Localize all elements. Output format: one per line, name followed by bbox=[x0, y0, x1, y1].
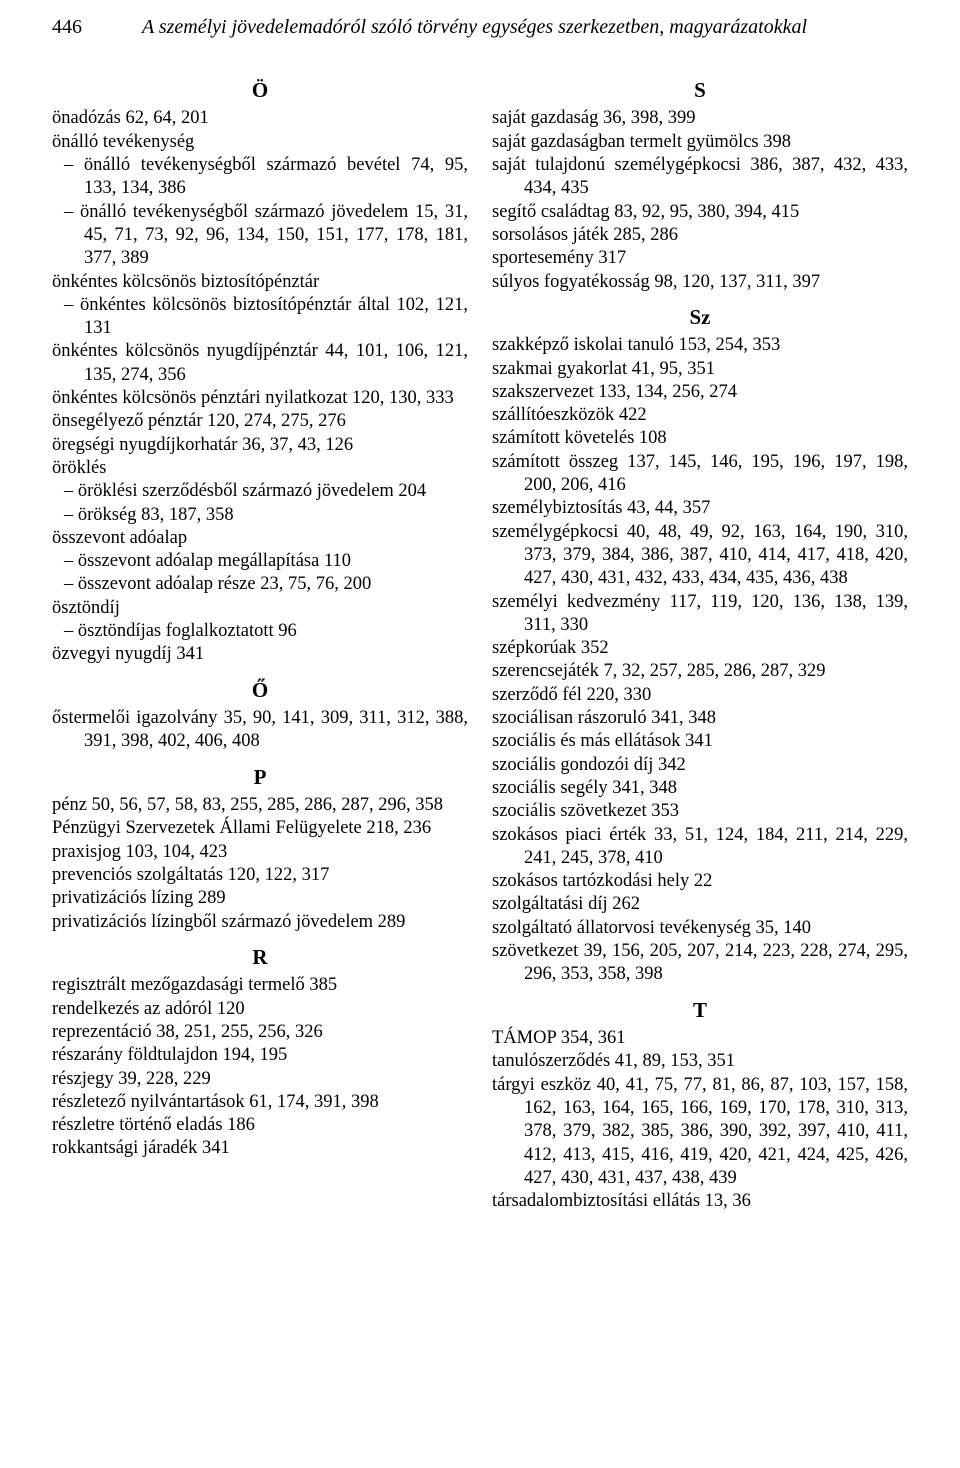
index-entry: személybiztosítás 43, 44, 357 bbox=[492, 497, 908, 520]
index-entry: önkéntes kölcsönös biztosítópénztár bbox=[52, 271, 468, 294]
index-entry: saját gazdaság 36, 398, 399 bbox=[492, 107, 908, 130]
index-entry: saját gazdaságban termelt gyümölcs 398 bbox=[492, 131, 908, 154]
index-entry: öröklés bbox=[52, 457, 468, 480]
index-entry: szokásos tartózkodási hely 22 bbox=[492, 870, 908, 893]
index-entry: szerződő fél 220, 330 bbox=[492, 684, 908, 707]
index-entry: segítő családtag 83, 92, 95, 380, 394, 4… bbox=[492, 201, 908, 224]
index-subentry: – összevont adóalap megállapítása 110 bbox=[52, 550, 468, 573]
index-entry: szociálisan rászoruló 341, 348 bbox=[492, 707, 908, 730]
index-entry: szakképző iskolai tanuló 153, 254, 353 bbox=[492, 334, 908, 357]
index-entry: szociális segély 341, 348 bbox=[492, 777, 908, 800]
index-letter: Ö bbox=[52, 77, 468, 103]
right-column: Ssaját gazdaság 36, 398, 399saját gazdas… bbox=[492, 67, 908, 1213]
index-entry: TÁMOP 354, 361 bbox=[492, 1027, 908, 1050]
index-entry: részjegy 39, 228, 229 bbox=[52, 1068, 468, 1091]
index-entry: szociális szövetkezet 353 bbox=[492, 800, 908, 823]
page: 446 A személyi jövedelemadóról szóló tör… bbox=[0, 0, 960, 1213]
index-entry: rokkantsági járadék 341 bbox=[52, 1137, 468, 1160]
index-entry: prevenciós szolgáltatás 120, 122, 317 bbox=[52, 864, 468, 887]
index-entry: özvegyi nyugdíj 341 bbox=[52, 643, 468, 666]
index-entry: szövetkezet 39, 156, 205, 207, 214, 223,… bbox=[492, 940, 908, 987]
header-row: 446 A személyi jövedelemadóról szóló tör… bbox=[52, 16, 908, 39]
index-entry: pénz 50, 56, 57, 58, 83, 255, 285, 286, … bbox=[52, 794, 468, 817]
index-entry: szolgáltatási díj 262 bbox=[492, 893, 908, 916]
index-entry: összevont adóalap bbox=[52, 527, 468, 550]
index-entry: szakmai gyakorlat 41, 95, 351 bbox=[492, 358, 908, 381]
index-entry: részletre történő eladás 186 bbox=[52, 1114, 468, 1137]
index-entry: privatizációs lízing 289 bbox=[52, 887, 468, 910]
index-entry: társadalombiztosítási ellátás 13, 36 bbox=[492, 1190, 908, 1213]
index-entry: szakszervezet 133, 134, 256, 274 bbox=[492, 381, 908, 404]
index-entry: szokásos piaci érték 33, 51, 124, 184, 2… bbox=[492, 824, 908, 871]
index-entry: számított követelés 108 bbox=[492, 427, 908, 450]
index-entry: önkéntes kölcsönös nyugdíjpénztár 44, 10… bbox=[52, 340, 468, 387]
index-entry: személygépkocsi 40, 48, 49, 92, 163, 164… bbox=[492, 521, 908, 591]
columns: Öönadózás 62, 64, 201önálló tevékenység–… bbox=[52, 67, 908, 1213]
index-entry: szociális gondozói díj 342 bbox=[492, 754, 908, 777]
index-entry: személyi kedvezmény 117, 119, 120, 136, … bbox=[492, 591, 908, 638]
index-entry: Pénzügyi Szervezetek Állami Felügyelete … bbox=[52, 817, 468, 840]
index-entry: önálló tevékenység bbox=[52, 131, 468, 154]
index-entry: szépkorúak 352 bbox=[492, 637, 908, 660]
index-entry: szerencsejáték 7, 32, 257, 285, 286, 287… bbox=[492, 660, 908, 683]
index-entry: súlyos fogyatékosság 98, 120, 137, 311, … bbox=[492, 271, 908, 294]
index-entry: szociális és más ellátások 341 bbox=[492, 730, 908, 753]
index-entry: önsegélyező pénztár 120, 274, 275, 276 bbox=[52, 410, 468, 433]
index-entry: részletező nyilvántartások 61, 174, 391,… bbox=[52, 1091, 468, 1114]
index-letter: S bbox=[492, 77, 908, 103]
index-entry: praxisjog 103, 104, 423 bbox=[52, 841, 468, 864]
index-letter: Ő bbox=[52, 677, 468, 703]
index-entry: tárgyi eszköz 40, 41, 75, 77, 81, 86, 87… bbox=[492, 1074, 908, 1190]
left-column: Öönadózás 62, 64, 201önálló tevékenység–… bbox=[52, 67, 468, 1213]
index-letter: Sz bbox=[492, 304, 908, 330]
running-title: A személyi jövedelemadóról szóló törvény… bbox=[142, 16, 807, 39]
index-entry: sportesemény 317 bbox=[492, 247, 908, 270]
index-entry: rendelkezés az adóról 120 bbox=[52, 998, 468, 1021]
index-letter: T bbox=[492, 997, 908, 1023]
page-number: 446 bbox=[52, 16, 82, 39]
index-entry: önadózás 62, 64, 201 bbox=[52, 107, 468, 130]
index-letter: P bbox=[52, 764, 468, 790]
index-entry: számított összeg 137, 145, 146, 195, 196… bbox=[492, 451, 908, 498]
index-entry: szolgáltató állatorvosi tevékenység 35, … bbox=[492, 917, 908, 940]
index-subentry: – önálló tevékenységből származó bevétel… bbox=[52, 154, 468, 201]
index-subentry: – örökség 83, 187, 358 bbox=[52, 504, 468, 527]
index-entry: sorsolásos játék 285, 286 bbox=[492, 224, 908, 247]
index-entry: ösztöndíj bbox=[52, 597, 468, 620]
index-entry: regisztrált mezőgazdasági termelő 385 bbox=[52, 974, 468, 997]
index-entry: saját tulajdonú személygépkocsi 386, 387… bbox=[492, 154, 908, 201]
index-subentry: – önálló tevékenységből származó jövedel… bbox=[52, 201, 468, 271]
index-entry: öregségi nyugdíjkorhatár 36, 37, 43, 126 bbox=[52, 434, 468, 457]
index-entry: reprezentáció 38, 251, 255, 256, 326 bbox=[52, 1021, 468, 1044]
index-subentry: – összevont adóalap része 23, 75, 76, 20… bbox=[52, 573, 468, 596]
index-subentry: – önkéntes kölcsönös biztosítópénztár ál… bbox=[52, 294, 468, 341]
index-entry: őstermelői igazolvány 35, 90, 141, 309, … bbox=[52, 707, 468, 754]
index-entry: tanulószerződés 41, 89, 153, 351 bbox=[492, 1050, 908, 1073]
index-subentry: – ösztöndíjas foglalkoztatott 96 bbox=[52, 620, 468, 643]
index-letter: R bbox=[52, 944, 468, 970]
index-entry: önkéntes kölcsönös pénztári nyilatkozat … bbox=[52, 387, 468, 410]
index-entry: szállítóeszközök 422 bbox=[492, 404, 908, 427]
index-subentry: – öröklési szerződésből származó jövedel… bbox=[52, 480, 468, 503]
index-entry: részarány földtulajdon 194, 195 bbox=[52, 1044, 468, 1067]
index-entry: privatizációs lízingből származó jövedel… bbox=[52, 911, 468, 934]
